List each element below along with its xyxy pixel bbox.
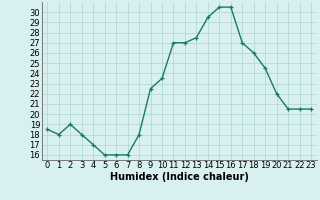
X-axis label: Humidex (Indice chaleur): Humidex (Indice chaleur) xyxy=(110,172,249,182)
